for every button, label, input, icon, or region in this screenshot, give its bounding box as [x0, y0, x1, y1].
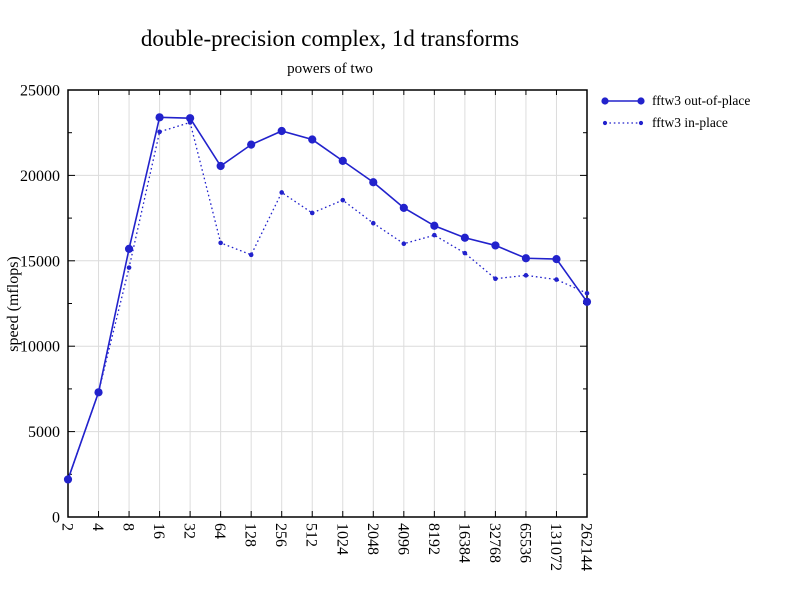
data-point-marker — [96, 390, 101, 395]
data-point-marker — [460, 233, 469, 242]
y-tick-label: 10000 — [20, 339, 60, 356]
y-tick-label: 20000 — [20, 168, 60, 185]
data-point-marker — [582, 297, 592, 306]
x-tick-label: 8 — [120, 523, 137, 531]
data-point-marker — [308, 135, 317, 144]
x-tick-label: 262144 — [578, 523, 595, 571]
legend-item-in-place: fftw3 in-place — [601, 115, 750, 131]
data-point-marker — [309, 210, 315, 216]
data-point-marker — [157, 129, 162, 135]
data-point-marker — [552, 254, 561, 264]
y-tick-label: 25000 — [20, 83, 60, 100]
x-tick-label: 512 — [303, 523, 320, 547]
y-axis-label: speed (mflops) — [5, 256, 22, 352]
data-point-marker — [126, 265, 132, 270]
x-tick-label: 1024 — [333, 523, 350, 555]
series-line-fftw3-out-of-place — [67, 116, 588, 480]
chart-title: double-precision complex, 1d transforms — [140, 26, 520, 51]
legend-sample-marker — [602, 120, 608, 126]
data-point-marker — [218, 240, 223, 246]
data-point-marker — [338, 156, 347, 165]
plot-frame — [67, 89, 588, 518]
legend-item-out-of-place: fftw3 out-of-place — [601, 93, 750, 109]
data-point-marker — [430, 221, 439, 230]
x-tick-label: 16 — [150, 523, 167, 539]
data-point-marker — [369, 178, 378, 187]
legend-sample-marker — [637, 97, 645, 105]
x-tick-label: 65536 — [516, 523, 533, 563]
data-point-marker — [399, 203, 408, 212]
chart-subtitle: powers of two — [287, 61, 373, 77]
x-tick-label: 4096 — [394, 523, 411, 555]
data-point-marker — [370, 220, 376, 226]
legend-label-in-place: fftw3 in-place — [652, 115, 728, 130]
x-tick-label: 32768 — [486, 523, 503, 563]
legend: fftw3 out-of-place fftw3 in-place — [601, 93, 750, 131]
x-tick-label: 131072 — [547, 523, 564, 571]
x-tick-label: 2 — [59, 523, 76, 531]
data-point-marker — [462, 250, 468, 256]
y-tick-label: 0 — [52, 510, 60, 527]
data-point-marker — [186, 114, 195, 123]
data-point-marker — [216, 161, 225, 171]
data-point-marker — [584, 290, 590, 296]
y-tick-label: 5000 — [28, 424, 60, 441]
data-point-marker — [521, 254, 531, 263]
legend-dotted-line-sample-icon — [602, 120, 644, 126]
x-tick-label: 256 — [272, 523, 289, 547]
data-point-marker — [493, 276, 498, 282]
data-point-marker — [247, 140, 256, 149]
y-tick-label: 15000 — [20, 253, 60, 270]
x-tick-label: 32 — [181, 523, 198, 539]
data-point-marker — [155, 113, 164, 122]
legend-label-out-of-place: fftw3 out-of-place — [652, 93, 751, 108]
data-point-marker — [277, 126, 286, 136]
data-point-marker — [523, 273, 529, 278]
x-tick-label: 2048 — [364, 523, 381, 555]
x-tick-label: 64 — [211, 523, 228, 539]
data-point-marker — [554, 277, 559, 282]
legend-solid-line-sample-icon — [601, 97, 645, 105]
data-point-marker — [340, 197, 346, 203]
data-point-marker — [124, 244, 134, 253]
data-point-marker — [279, 190, 285, 195]
data-point-marker — [401, 241, 407, 247]
x-tick-label: 8192 — [425, 523, 442, 555]
data-point-marker — [187, 120, 193, 125]
x-tick-label: 4 — [89, 523, 106, 531]
data-point-marker — [248, 252, 254, 258]
data-point-marker — [491, 241, 500, 250]
x-tick-label: 128 — [242, 523, 259, 547]
x-tick-label: 16384 — [455, 523, 472, 563]
data-point-marker — [65, 477, 71, 482]
legend-sample-marker — [601, 97, 609, 105]
legend-sample-marker — [638, 120, 644, 126]
data-point-marker — [432, 232, 437, 238]
